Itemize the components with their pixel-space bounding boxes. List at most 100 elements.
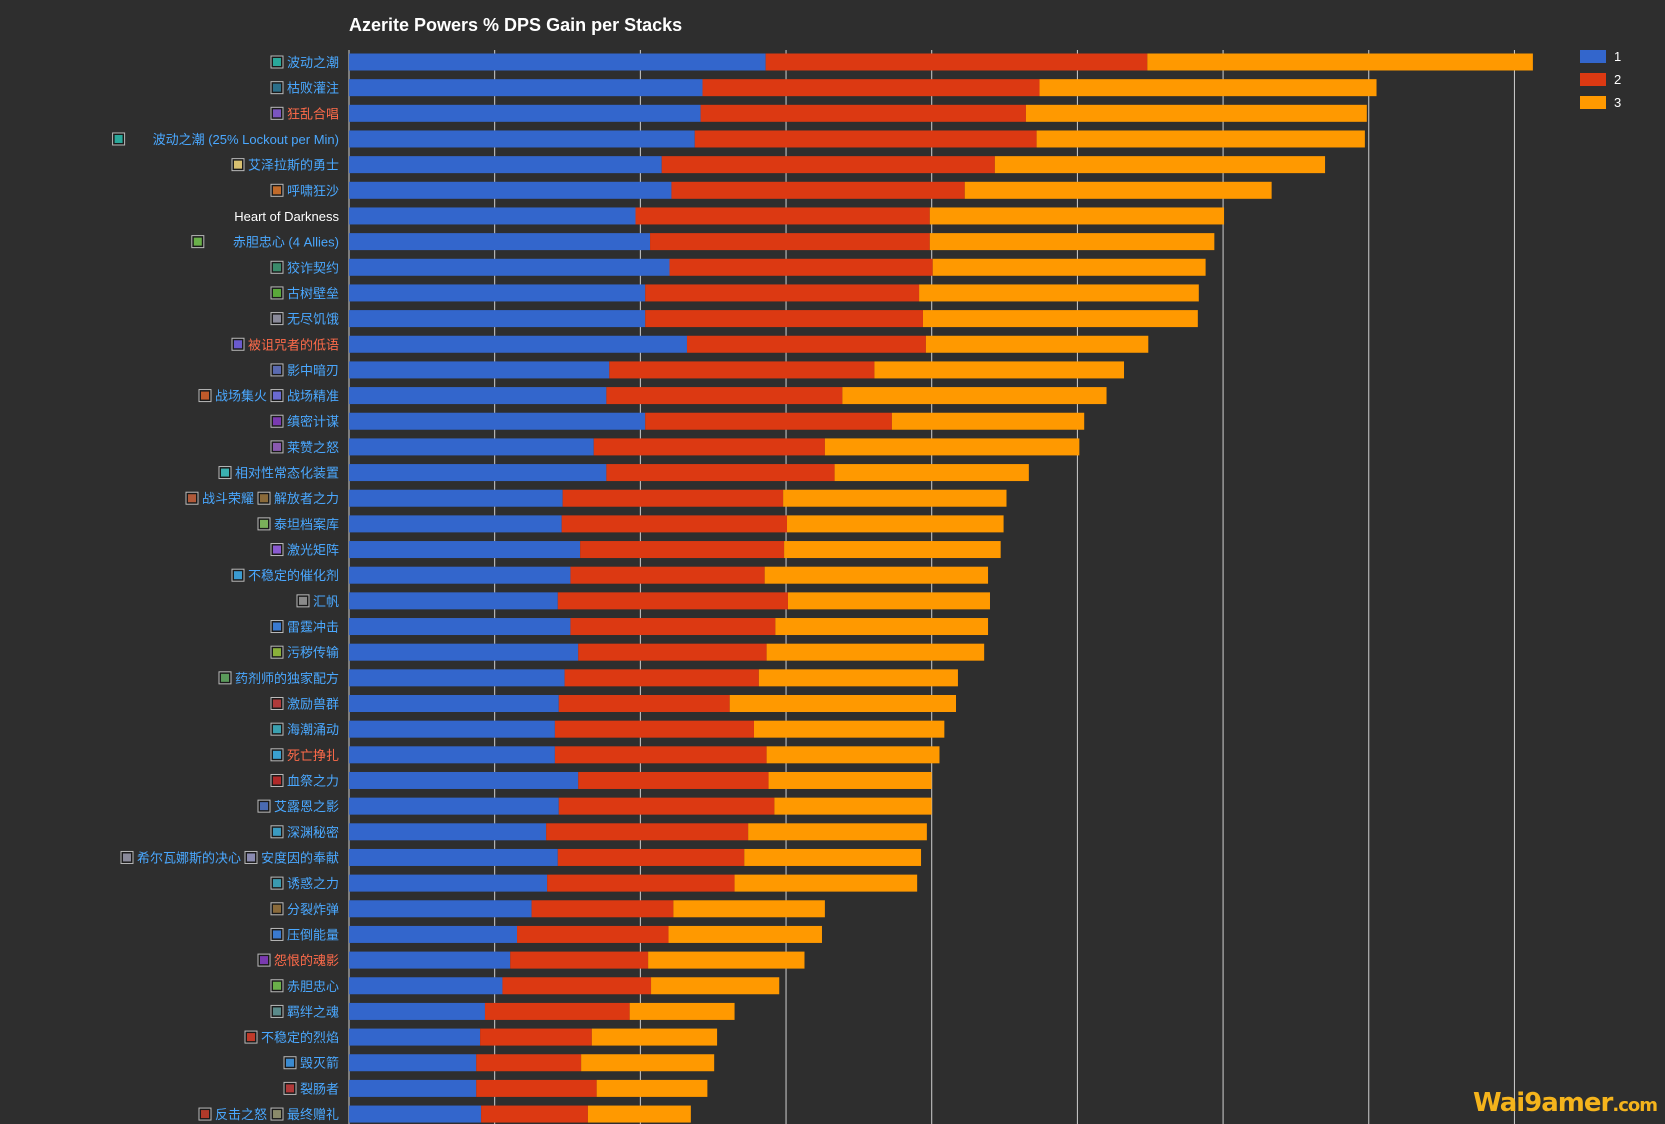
spell-icon: [270, 440, 284, 454]
spell-icon: [270, 81, 284, 95]
bar-segment-1: [349, 181, 672, 199]
bar-segment-1: [349, 310, 646, 328]
row-label: 不稳定的烈焰: [261, 1030, 339, 1045]
spell-icon: [244, 1030, 258, 1044]
spell-icon: [198, 1107, 212, 1121]
row-label: 污秽传输: [287, 645, 339, 660]
bar-segment-3: [1039, 79, 1377, 97]
gridlines: [348, 50, 1515, 1124]
spell-icon: [257, 953, 271, 967]
bar-segment-2: [547, 874, 735, 892]
bar-segment-1: [349, 541, 581, 559]
row-label: 艾泽拉斯的勇士: [248, 158, 339, 173]
bar-segment-2: [481, 1105, 588, 1123]
bar-segment-3: [824, 438, 1080, 456]
bar-segment-1: [349, 387, 607, 405]
legend-label: 1: [1614, 49, 1621, 64]
legend-swatch: [1580, 96, 1606, 109]
bar-segment-3: [964, 181, 1272, 199]
bar-segment-2: [570, 566, 765, 584]
row-label: 赤胆忠心: [287, 979, 339, 994]
spell-icon: [270, 979, 284, 993]
bar-segment-3: [932, 258, 1206, 276]
bar-segment-1: [349, 464, 607, 482]
row-label: 血祭之力: [287, 773, 339, 788]
bar-segment-1: [349, 207, 636, 225]
row-label: 毁灭箭: [300, 1056, 339, 1071]
spell-icon: [231, 568, 245, 582]
spell-icon: [185, 491, 199, 505]
row-label: 相对性常态化装置: [235, 466, 339, 481]
bar-segment-2: [580, 541, 785, 559]
bar-segment-2: [517, 925, 669, 943]
legend: 1 2 3: [1580, 49, 1621, 110]
bar-segment-1: [349, 720, 555, 738]
bar-segment-3: [834, 464, 1029, 482]
row-label: 激光矩阵: [287, 543, 339, 558]
row-label: 深渊秘密: [287, 825, 339, 840]
bar-segment-2: [557, 848, 745, 866]
bar-segment-3: [929, 233, 1215, 251]
row-label: 解放者之力: [274, 491, 339, 506]
spell-icon: [296, 594, 310, 608]
spell-icon: [270, 260, 284, 274]
bar-segment-2: [531, 900, 674, 918]
row-label: 莱赞之怒: [287, 440, 339, 455]
bar-segment-2: [635, 207, 930, 225]
bar-segment-1: [349, 746, 555, 764]
bar-segment-3: [753, 720, 945, 738]
spell-icon: [270, 722, 284, 736]
bar-segment-2: [606, 464, 835, 482]
bar-segment-1: [349, 951, 511, 969]
bar-segment-3: [922, 310, 1198, 328]
row-label: 最终赠礼: [287, 1107, 339, 1122]
legend-swatch: [1580, 73, 1606, 86]
spell-icon: [191, 235, 205, 249]
bar-segment-2: [578, 771, 769, 789]
spell-icon: [270, 286, 284, 300]
bar-segment-2: [570, 618, 776, 636]
chart-title: Azerite Powers % DPS Gain per Stacks: [349, 15, 682, 35]
bar-segment-2: [558, 695, 730, 712]
bar-segment-3: [587, 1105, 691, 1123]
bar-segment-3: [581, 1054, 715, 1072]
bar-segment-2: [558, 797, 775, 815]
bar-segment-3: [766, 746, 940, 764]
bar-segment-2: [645, 284, 920, 302]
row-label: 安度因的奉献: [261, 850, 339, 865]
row-label: 战斗荣耀: [202, 491, 254, 506]
row-label: 泰坦档案库: [274, 517, 339, 532]
bar-segment-1: [349, 771, 579, 789]
spell-icon: [270, 773, 284, 787]
spell-icon: [231, 337, 245, 351]
bar-segment-1: [349, 258, 670, 276]
row-label: 艾露恩之影: [274, 799, 339, 814]
spell-icon: [270, 902, 284, 916]
legend-label: 3: [1614, 95, 1621, 110]
bar-segment-2: [671, 181, 965, 199]
bar-segment-2: [578, 643, 767, 661]
spell-icon: [244, 850, 258, 864]
spell-icon: [270, 183, 284, 197]
bar-segment-3: [648, 951, 805, 969]
spell-icon: [270, 876, 284, 890]
watermark-text: Wai9amer: [1472, 1088, 1613, 1118]
row-label: Heart of Darkness: [234, 209, 339, 224]
bar-segment-3: [784, 541, 1001, 559]
bar-segment-2: [476, 1079, 597, 1097]
bar-segment-1: [349, 1028, 481, 1046]
row-label: 无尽饥饿: [287, 312, 339, 327]
bar-segment-3: [651, 977, 780, 995]
watermark-logo: Wai9amer.com: [1472, 1088, 1658, 1118]
spell-icon: [270, 1004, 284, 1018]
row-label: 分裂炸弹: [287, 902, 339, 917]
spell-icon: [270, 927, 284, 941]
bar-segment-1: [349, 361, 610, 379]
bar-segment-1: [349, 130, 695, 148]
legend-swatch: [1580, 50, 1606, 63]
bar-segment-2: [564, 669, 759, 687]
bar-segment-2: [593, 438, 825, 456]
bars: [349, 53, 1533, 1123]
bar-segment-3: [673, 900, 825, 918]
